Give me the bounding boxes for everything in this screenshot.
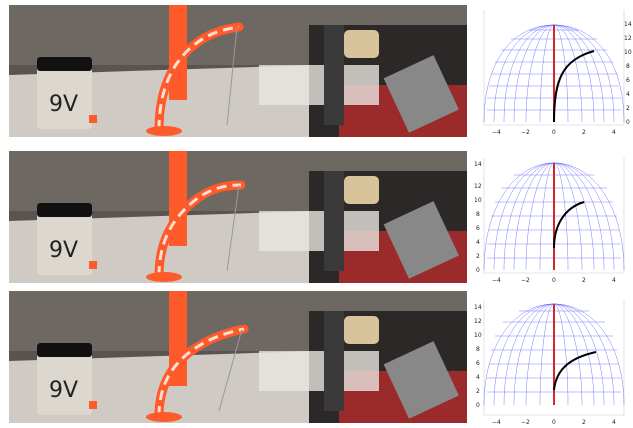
- svg-text:10: 10: [624, 49, 632, 56]
- z-ticks: 0 2 4 6 8 10 12 14: [474, 304, 482, 409]
- svg-text:−2: −2: [521, 419, 530, 426]
- svg-text:0: 0: [476, 402, 480, 409]
- x-ticks: −4 −2 0 2 4: [492, 419, 616, 426]
- svg-text:0: 0: [552, 419, 556, 426]
- svg-text:0: 0: [552, 277, 556, 284]
- photo-frame-3: 9V: [9, 291, 467, 423]
- robot-scene-3: 9V: [9, 291, 467, 423]
- battery: 9V: [37, 343, 92, 415]
- actuator: [324, 25, 344, 125]
- svg-text:14: 14: [474, 304, 482, 311]
- svg-text:4: 4: [612, 419, 616, 426]
- z-ticks: 0 2 4 6 8 10 12 14: [474, 161, 482, 274]
- svg-text:6: 6: [476, 225, 480, 232]
- battery-label: 9V: [49, 238, 78, 263]
- z-ticks: 0 2 4 6 8 10 12 14: [624, 21, 632, 126]
- svg-text:−4: −4: [492, 129, 501, 136]
- svg-text:10: 10: [474, 197, 482, 204]
- dome-plot-2: 0 2 4 6 8 10 12 14 −4 −2 0 2 4: [474, 148, 633, 284]
- svg-text:−2: −2: [521, 277, 530, 284]
- dome-plot-1: 0 2 4 6 8 10 12 14 −4 −2 0 2 4: [474, 0, 633, 136]
- svg-text:8: 8: [476, 211, 480, 218]
- svg-text:10: 10: [474, 332, 482, 339]
- dome-plot-svg-2: 0 2 4 6 8 10 12 14 −4 −2 0 2 4: [474, 158, 625, 284]
- svg-text:4: 4: [476, 239, 480, 246]
- svg-text:6: 6: [626, 77, 630, 84]
- bend-curve: [553, 50, 595, 123]
- battery: 9V: [37, 57, 92, 129]
- svg-text:12: 12: [474, 183, 482, 190]
- svg-text:0: 0: [626, 119, 630, 126]
- svg-text:14: 14: [474, 161, 482, 168]
- svg-text:−4: −4: [492, 277, 501, 284]
- x-ticks: −4 −2 0 2 4: [492, 129, 616, 136]
- dome-plot-svg-1: 0 2 4 6 8 10 12 14 −4 −2 0 2 4: [483, 10, 632, 136]
- actuator: [324, 171, 344, 271]
- svg-text:2: 2: [582, 129, 586, 136]
- svg-text:14: 14: [624, 21, 632, 28]
- battery-label: 9V: [49, 92, 78, 117]
- svg-text:8: 8: [626, 63, 630, 70]
- dome-plot-3: 0 2 4 6 8 10 12 14 −4 −2 0 2 4: [474, 290, 633, 426]
- bend-curve: [553, 351, 597, 391]
- photo-frame-2: 9V: [9, 151, 467, 283]
- svg-text:0: 0: [476, 267, 480, 274]
- photo-frame-1: 9V: [9, 5, 467, 137]
- robot-scene-2: 9V: [9, 151, 467, 283]
- svg-text:4: 4: [612, 129, 616, 136]
- robot-scene-1: 9V: [9, 5, 467, 137]
- actuator: [324, 311, 344, 411]
- svg-text:4: 4: [626, 91, 630, 98]
- svg-text:0: 0: [552, 129, 556, 136]
- svg-text:8: 8: [476, 346, 480, 353]
- svg-text:12: 12: [624, 35, 632, 42]
- svg-text:4: 4: [612, 277, 616, 284]
- svg-text:4: 4: [476, 374, 480, 381]
- battery: 9V: [37, 203, 92, 275]
- svg-text:−2: −2: [521, 129, 530, 136]
- svg-text:12: 12: [474, 318, 482, 325]
- svg-text:2: 2: [626, 105, 630, 112]
- svg-text:6: 6: [476, 360, 480, 367]
- battery-label: 9V: [49, 378, 78, 403]
- x-ticks: −4 −2 0 2 4: [492, 277, 616, 284]
- svg-text:−4: −4: [492, 419, 501, 426]
- bend-curve: [553, 201, 585, 249]
- svg-text:2: 2: [582, 277, 586, 284]
- dome-plot-svg-3: 0 2 4 6 8 10 12 14 −4 −2 0 2 4: [474, 300, 625, 426]
- svg-text:2: 2: [476, 388, 480, 395]
- svg-text:2: 2: [476, 253, 480, 260]
- svg-text:2: 2: [582, 419, 586, 426]
